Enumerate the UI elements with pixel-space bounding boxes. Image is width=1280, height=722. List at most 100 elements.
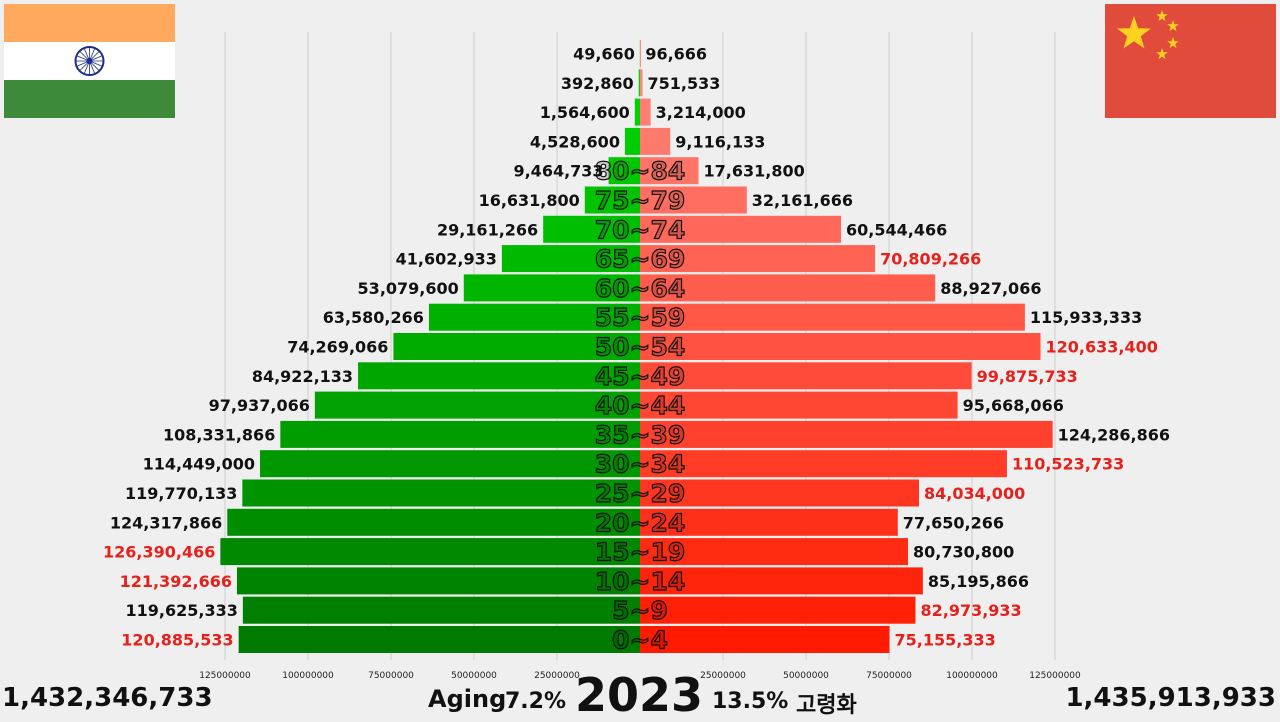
china-value-label: 120,633,400 — [1046, 338, 1158, 357]
china-value-label: 32,161,666 — [752, 191, 853, 210]
china-aging-percent: 13.5% — [712, 689, 789, 714]
china-value-label: 82,973,933 — [920, 601, 1021, 620]
india-value-label: 53,079,600 — [358, 279, 459, 298]
india-value-label: 121,392,666 — [120, 572, 232, 591]
china-bar — [640, 186, 747, 214]
india-value-label: 108,331,866 — [163, 425, 275, 444]
china-value-label: 60,544,466 — [846, 220, 947, 239]
india-value-label: 63,580,266 — [323, 308, 424, 327]
x-tick-label: 125000000 — [1029, 671, 1081, 681]
china-value-label: 751,533 — [647, 74, 720, 93]
india-value-label: 1,564,600 — [540, 103, 630, 122]
age-group-label: 75~79 — [595, 186, 686, 215]
age-group-label: 35~39 — [595, 420, 686, 449]
india-bar — [227, 508, 640, 536]
china-bar — [640, 626, 890, 653]
x-tick-label: 100000000 — [282, 671, 334, 681]
india-bar — [463, 274, 640, 302]
india-bar — [358, 362, 640, 390]
india-bar — [242, 596, 641, 624]
x-tick-label: 25000000 — [700, 671, 746, 681]
india-bar — [634, 98, 640, 126]
india-bar — [280, 420, 640, 448]
india-bar — [393, 333, 640, 360]
india-bar — [260, 450, 640, 478]
x-tick-label: 25000000 — [534, 671, 580, 681]
china-bar — [640, 69, 643, 97]
china-bar — [640, 157, 699, 185]
x-tick-label: 50000000 — [783, 671, 829, 681]
china-value-label: 70,809,266 — [880, 250, 981, 269]
x-tick-label: 125000000 — [199, 671, 251, 681]
china-value-label: 9,116,133 — [675, 132, 765, 151]
china-bar — [640, 538, 909, 566]
china-value-label: 17,631,800 — [704, 162, 805, 181]
china-bar — [640, 596, 916, 624]
china-bar — [640, 420, 1053, 448]
china-flag-icon — [1105, 4, 1276, 118]
china-bar — [640, 215, 842, 243]
age-group-label: 0~4 — [612, 626, 668, 655]
china-value-label: 96,666 — [645, 45, 707, 64]
india-total-population: 1,432,346,733 — [2, 683, 213, 713]
age-group-label: 25~29 — [595, 479, 686, 508]
china-bar — [640, 333, 1041, 360]
india-value-label: 29,161,266 — [437, 220, 538, 239]
china-bar — [640, 450, 1007, 478]
year-label: 2023 — [575, 668, 704, 722]
age-group-label: 60~64 — [595, 274, 686, 303]
age-group-label: 15~19 — [595, 538, 686, 567]
x-tick-label: 50000000 — [451, 671, 497, 681]
china-value-label: 115,933,333 — [1030, 308, 1142, 327]
india-value-label: 16,631,800 — [479, 191, 580, 210]
india-value-label: 126,390,466 — [103, 543, 215, 562]
india-value-label: 97,937,066 — [209, 396, 310, 415]
china-total-population: 1,435,913,933 — [1065, 683, 1276, 713]
age-group-label: 30~34 — [595, 450, 686, 479]
x-tick-label: 75000000 — [368, 671, 414, 681]
china-value-label: 85,195,866 — [928, 572, 1029, 591]
india-value-label: 4,528,600 — [530, 132, 620, 151]
age-group-label: 50~54 — [595, 333, 686, 362]
india-bar — [428, 303, 640, 331]
china-value-label: 110,523,733 — [1012, 455, 1124, 474]
age-group-label: 5~9 — [612, 596, 668, 625]
age-group-label: 80~84 — [595, 157, 686, 186]
india-aging-percent: 7.2% — [505, 689, 567, 714]
india-bar — [242, 479, 640, 507]
india-value-label: 49,660 — [573, 45, 635, 64]
india-value-label: 119,625,333 — [125, 601, 237, 620]
age-group-label: 20~24 — [595, 508, 686, 537]
china-value-label: 88,927,066 — [940, 279, 1041, 298]
india-bar — [608, 157, 640, 185]
india-value-label: 74,269,066 — [287, 338, 388, 357]
china-value-label: 124,286,866 — [1058, 425, 1170, 444]
india-flag-icon — [4, 4, 175, 118]
india-value-label: 41,602,933 — [396, 250, 497, 269]
age-group-label: 55~59 — [595, 303, 686, 332]
china-bar — [640, 98, 651, 126]
china-bar — [640, 303, 1025, 331]
china-bar — [640, 391, 958, 419]
india-value-label: 119,770,133 — [125, 484, 237, 503]
age-group-label: 40~44 — [595, 391, 686, 420]
china-bar — [640, 567, 923, 595]
aging-label: Aging — [428, 685, 507, 713]
india-bar — [501, 245, 640, 273]
x-tick-label: 100000000 — [946, 671, 998, 681]
x-tick-label: 75000000 — [866, 671, 912, 681]
india-bar — [584, 186, 640, 214]
china-value-label: 77,650,266 — [903, 513, 1004, 532]
china-bar — [640, 508, 898, 536]
china-bar — [640, 362, 972, 390]
india-value-label: 124,317,866 — [110, 513, 222, 532]
india-value-label: 120,885,533 — [121, 631, 233, 650]
china-value-label: 95,668,066 — [963, 396, 1064, 415]
china-value-label: 75,155,333 — [895, 631, 996, 650]
china-bar — [640, 479, 919, 507]
india-value-label: 392,860 — [561, 74, 634, 93]
age-group-label: 70~74 — [595, 215, 686, 244]
india-bar — [624, 127, 640, 155]
china-value-label: 3,214,000 — [656, 103, 746, 122]
china-bar — [640, 245, 876, 273]
